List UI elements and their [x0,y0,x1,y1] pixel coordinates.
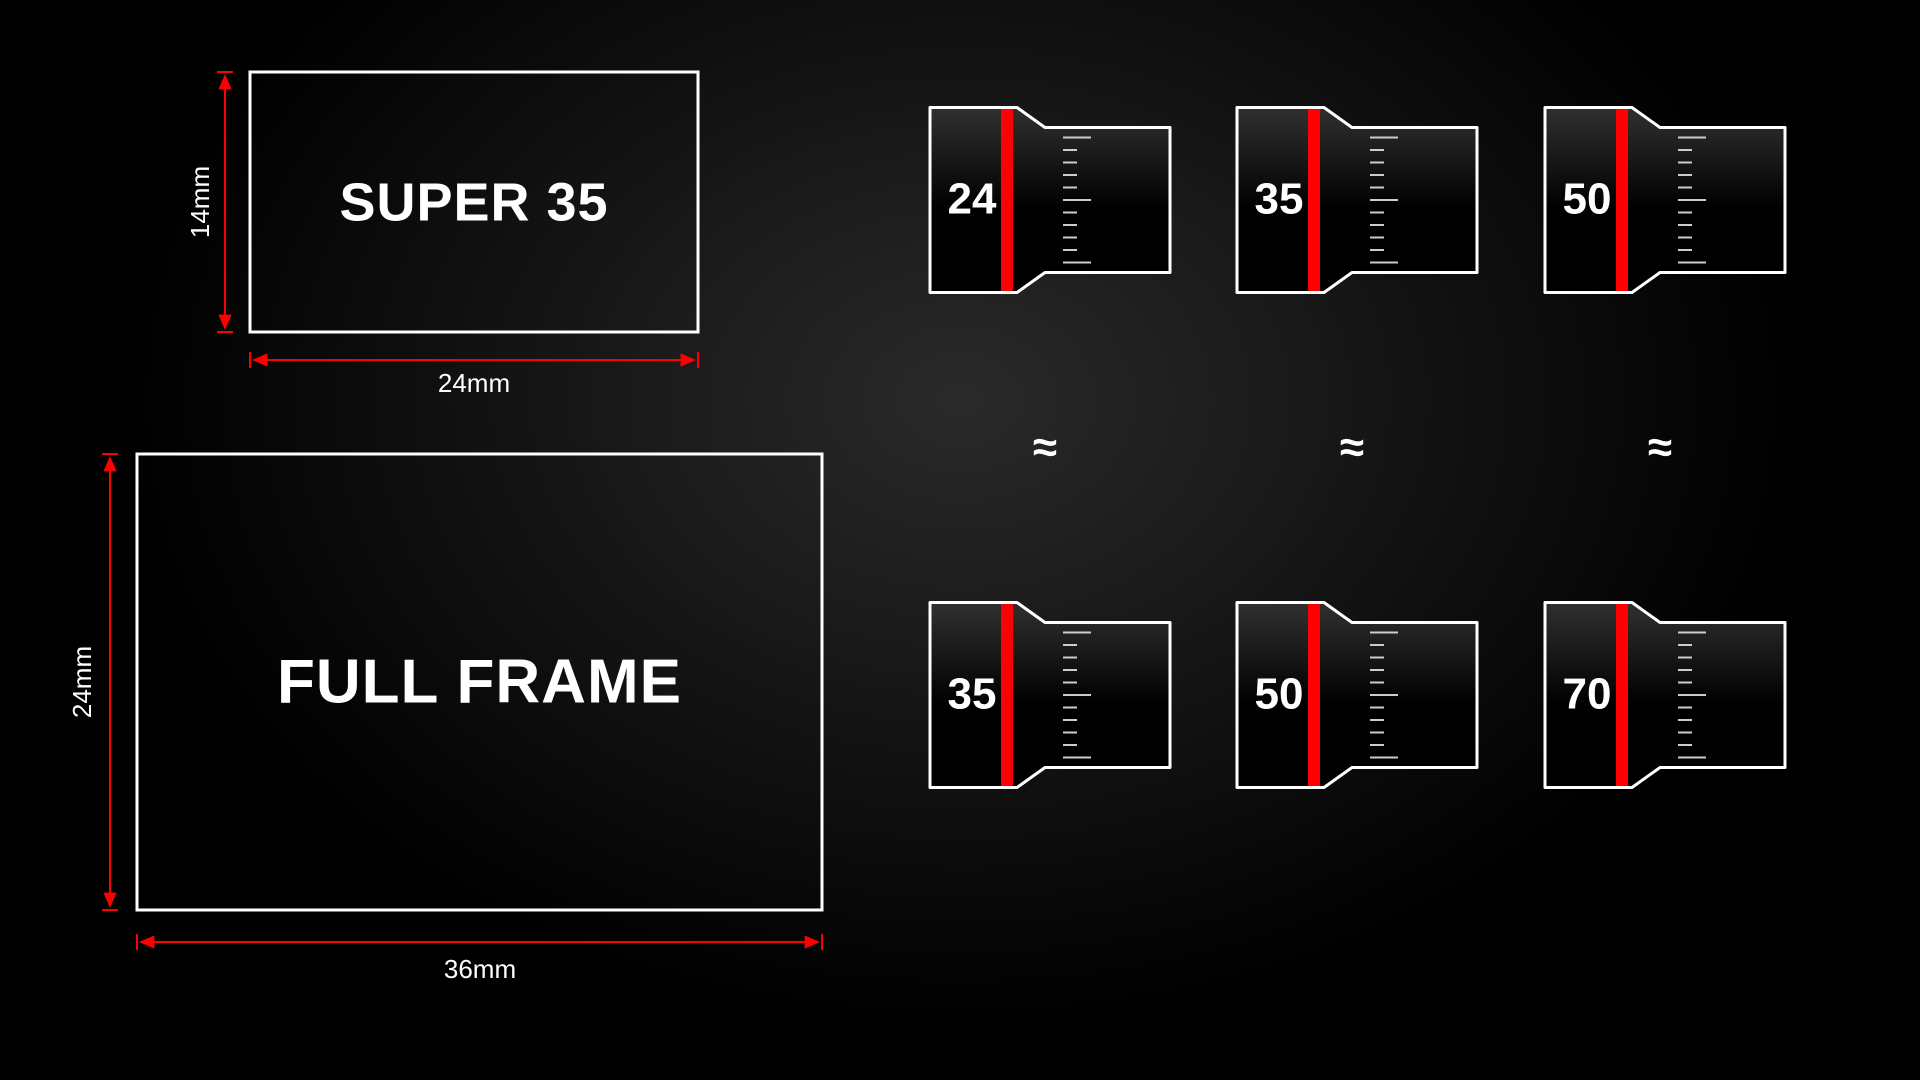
approx-symbol: ≈ [1648,423,1672,472]
lens-label-top-0: 24 [948,175,997,224]
lens-label-bottom-1: 50 [1255,670,1304,719]
lens-label-bottom-2: 70 [1563,670,1612,719]
lens-label-bottom-0: 35 [948,670,997,719]
lens-label-top-2: 50 [1563,175,1612,224]
lens-red-band [1616,109,1628,291]
dimension-label: 14mm [185,166,215,238]
lens-red-band [1001,604,1013,786]
dimension-label: 24mm [67,646,97,718]
lens-red-band [1308,604,1320,786]
lens-red-band [1001,109,1013,291]
sensor-label-super35: SUPER 35 [339,172,608,232]
lens-label-top-1: 35 [1255,175,1304,224]
approx-symbol: ≈ [1033,423,1057,472]
lens-red-band [1616,604,1628,786]
diagram-canvas: SUPER 35 14mm 24mm FULL FRAME 24mm 36mm 24 35 ≈3… [0,0,1920,1080]
sensor-label-fullframe: FULL FRAME [277,647,682,716]
dimension-label: 36mm [444,954,516,984]
approx-symbol: ≈ [1340,423,1364,472]
lens-red-band [1308,109,1320,291]
dimension-label: 24mm [438,368,510,398]
